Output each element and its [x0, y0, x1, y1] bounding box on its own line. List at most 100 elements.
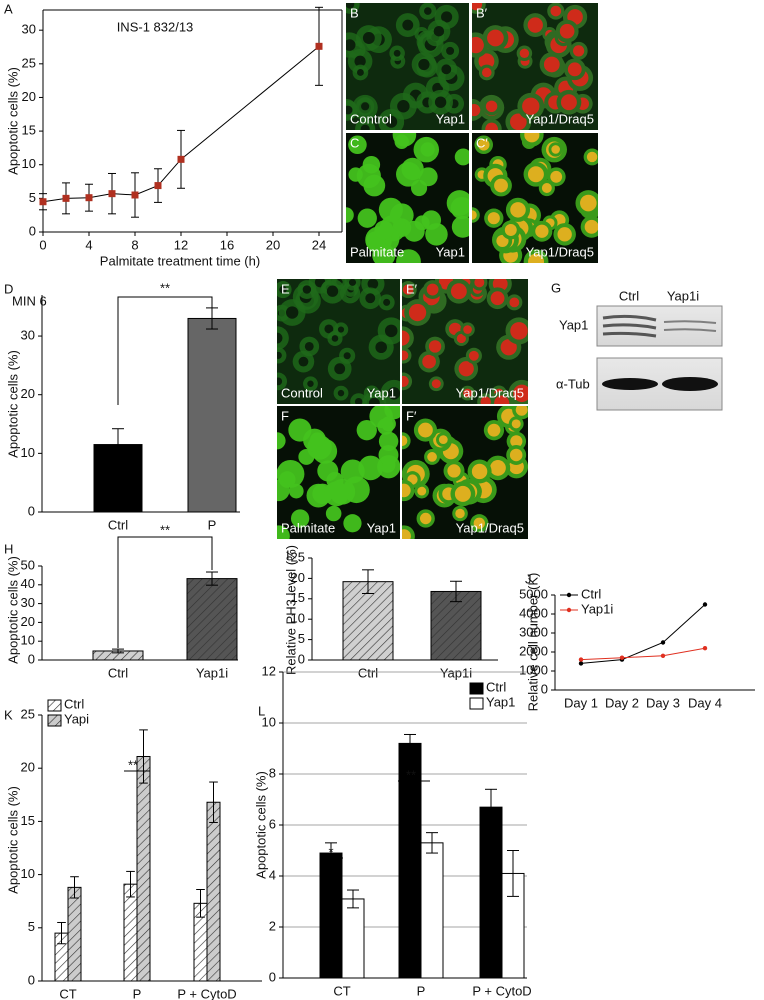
panel-letter: B — [350, 5, 359, 20]
cell — [348, 135, 367, 155]
marker — [39, 198, 47, 206]
nucleus — [417, 486, 427, 496]
y-tick-label: 2 — [269, 918, 276, 933]
bar — [67, 886, 82, 982]
nucleus — [450, 283, 467, 300]
x-tick-label: 24 — [312, 237, 326, 252]
nucleus — [510, 113, 527, 130]
legend-label: Yap1i — [581, 601, 613, 616]
nucleus — [560, 94, 577, 111]
y-axis-label: Apoptotic cells (%) — [5, 556, 20, 664]
cells — [472, 133, 598, 263]
cell-core — [368, 397, 380, 404]
micrograph-label: Yap1/Draq5 — [526, 111, 594, 126]
cell-core — [307, 380, 314, 387]
x-tick-label: Yap1i — [440, 665, 472, 680]
y-tick-label: 10 — [262, 714, 276, 729]
cell — [358, 455, 383, 481]
cell-core — [346, 3, 355, 9]
nucleus — [455, 508, 465, 519]
nucleus — [504, 224, 517, 236]
cells — [402, 279, 528, 404]
bar — [420, 842, 444, 979]
significance-label: ** — [160, 522, 170, 537]
nucleus — [473, 517, 485, 529]
nucleus — [402, 435, 408, 447]
bar — [342, 581, 394, 661]
y-tick-label: 30 — [21, 595, 35, 610]
cell — [325, 505, 342, 522]
cells — [346, 133, 469, 263]
panel-letter: L — [258, 703, 265, 718]
nucleus — [535, 224, 549, 238]
legend-swatch — [469, 682, 484, 695]
y-tick-label: 20 — [21, 760, 35, 775]
significance-label: ** — [128, 757, 138, 772]
y-axis-label: Apoptotic cells (%) — [5, 67, 20, 175]
marker — [315, 42, 323, 50]
micrograph-label: Yap1 — [436, 111, 465, 126]
cell-core — [365, 293, 376, 304]
x-tick-label: P + CytoD — [472, 983, 531, 998]
nucleus — [402, 483, 411, 498]
panel-letter: E′ — [406, 281, 418, 296]
y-tick-label: 25 — [22, 55, 36, 70]
y-tick-label: 10 — [291, 611, 305, 626]
x-axis-label: Palmitate treatment time (h) — [100, 253, 260, 268]
blot-band — [663, 320, 717, 332]
legend-label: Ctrl — [64, 696, 84, 711]
nucleus — [402, 375, 409, 387]
nucleus — [494, 178, 508, 193]
y-tick-label: 6 — [269, 816, 276, 831]
nucleus — [463, 325, 472, 334]
x-tick-label: Yap1i — [196, 665, 228, 680]
nucleus — [431, 379, 441, 389]
lane-label: Ctrl — [619, 288, 639, 303]
blot-band — [602, 378, 658, 390]
nucleus — [427, 452, 437, 462]
x-tick-label: P + CytoD — [177, 986, 236, 1000]
y-tick-label: 5 — [298, 631, 305, 646]
panel-letter: K — [4, 707, 13, 722]
chart-title: MIN 6 — [12, 293, 47, 308]
cell-core — [346, 105, 353, 115]
y-tick-label: 0 — [298, 651, 305, 666]
nucleus — [477, 138, 490, 151]
micrograph-label: Palmitate — [281, 520, 335, 535]
cell-core — [326, 285, 339, 297]
y-tick-label: 5 — [28, 919, 35, 934]
cell-core — [361, 102, 370, 111]
significance-bracket — [117, 536, 213, 648]
y-tick-label: 25 — [291, 549, 305, 564]
line — [580, 604, 706, 664]
cell-core — [356, 69, 364, 76]
nucleus — [584, 219, 598, 234]
cell-core — [393, 49, 401, 57]
cell — [346, 207, 354, 223]
cell — [451, 215, 469, 238]
nucleus — [419, 512, 432, 525]
nucleus — [586, 151, 598, 163]
y-tick-label: 0 — [269, 969, 276, 984]
cell — [277, 525, 290, 539]
bar — [187, 317, 237, 513]
nucleus — [500, 339, 517, 356]
panel-letter: J — [525, 571, 532, 586]
panel-letter: D — [4, 281, 13, 296]
cell-core — [387, 387, 400, 400]
nucleus — [510, 202, 526, 218]
lane-label: Yap1i — [667, 288, 699, 303]
cell — [454, 148, 469, 166]
y-tick-label: 0 — [28, 972, 35, 987]
legend-swatch — [47, 699, 62, 712]
cells — [472, 3, 594, 130]
y-tick-label: 25 — [21, 706, 35, 721]
marker — [619, 655, 625, 660]
cell — [324, 481, 349, 507]
nucleus — [494, 395, 510, 404]
micrograph-label: Palmitate — [350, 244, 404, 259]
y-tick-label: 20 — [21, 386, 35, 401]
nucleus — [480, 396, 491, 404]
nucleus — [490, 291, 505, 306]
x-tick-label: Day 1 — [564, 695, 598, 710]
